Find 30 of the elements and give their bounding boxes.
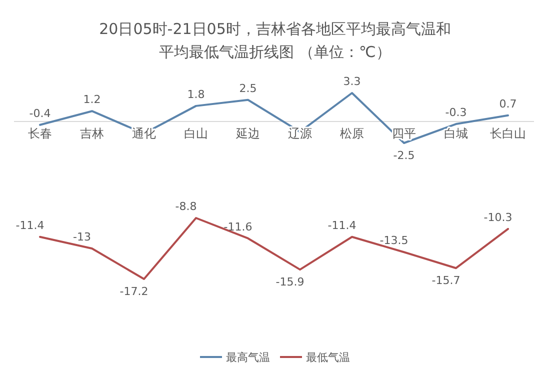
data-label: 0.7 [499, 97, 517, 110]
data-label: 1.2 [83, 93, 101, 106]
data-label: -11.4 [16, 218, 44, 232]
x-tick-label: 松原 [340, 126, 364, 140]
chart-title: 20日05时-21日05时，吉林省各地区平均最高气温和平均最低气温折线图 （单位：℃） [99, 20, 451, 61]
data-label: 1.8 [187, 88, 205, 101]
x-tick-label: 吉林 [80, 126, 104, 140]
data-label: -8.8 [175, 200, 197, 213]
data-label: -0.3 [445, 106, 467, 120]
data-label: -17.2 [120, 285, 148, 298]
x-tick-label: 辽源 [288, 126, 312, 140]
x-tick-label: 延边 [235, 126, 260, 140]
data-label: -0.4 [29, 106, 51, 120]
legend-label: 最低气温 [306, 351, 350, 364]
data-label: -10.3 [484, 210, 512, 224]
data-label: -13.5 [380, 234, 408, 248]
data-label: -11.6 [224, 220, 252, 234]
data-label: -15.7 [432, 274, 460, 288]
data-label: -15.9 [276, 276, 304, 289]
x-tick-label: 长白山 [490, 126, 526, 140]
data-label: -2.5 [393, 149, 415, 162]
data-label: 2.5 [239, 82, 257, 95]
data-label: -13 [73, 230, 91, 244]
data-label: 3.3 [343, 75, 361, 88]
x-tick-label: 白山 [184, 126, 208, 140]
legend-label: 最高气温 [226, 351, 270, 364]
x-tick-label: 长春 [28, 126, 52, 140]
x-tick-label: 四平 [392, 126, 416, 140]
data-label: -11.4 [328, 218, 356, 232]
x-tick-label: 白城 [444, 126, 468, 140]
